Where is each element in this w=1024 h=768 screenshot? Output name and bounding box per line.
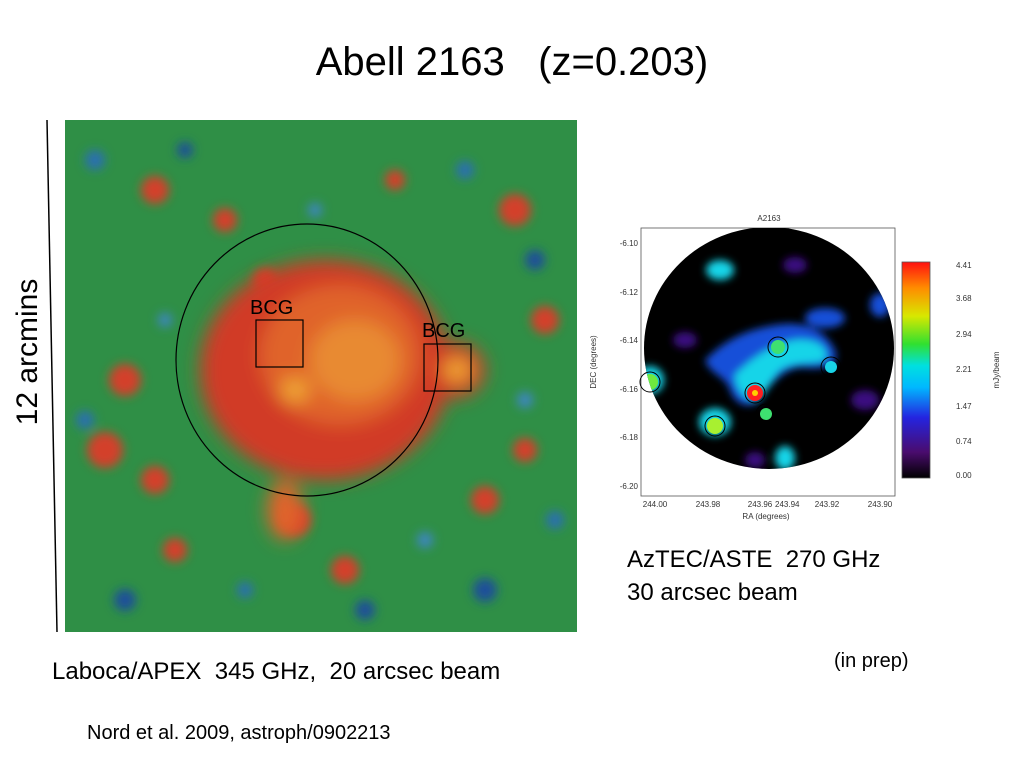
cbar-tick-2: 2.94	[956, 330, 972, 339]
scale-bar	[46, 119, 58, 633]
laboca-map-image	[65, 120, 577, 632]
x-tick-2: 243.96	[748, 500, 773, 509]
x-tick-3-visible: 243.94	[775, 500, 800, 509]
x-tick-4: 243.92	[815, 500, 840, 509]
x-tick-1: 243.98	[696, 500, 721, 509]
bcg-label-1: BCG	[250, 297, 294, 319]
aztec-colorbar-ticks: 4.41 3.68 2.94 2.21 1.47 0.74 0.00	[956, 261, 972, 480]
aztec-caption-line1: AzTEC/ASTE 270 GHz	[627, 546, 881, 573]
cbar-tick-6: 0.00	[956, 471, 972, 480]
y-tick-0: -6.10	[620, 239, 639, 248]
aztec-source-5	[707, 418, 723, 434]
y-tick-2: -6.14	[620, 336, 639, 345]
y-tick-5: -6.20	[620, 482, 639, 491]
x-tick-5: 243.90	[868, 500, 893, 509]
aztec-xlabel: RA (degrees)	[742, 512, 789, 521]
y-tick-3: -6.16	[620, 385, 639, 394]
aztec-y-ticks: -6.10 -6.12 -6.14 -6.16 -6.18 -6.20	[620, 239, 639, 491]
scale-label: 12 arcmins	[11, 278, 44, 426]
aztec-source-markers	[639, 336, 842, 437]
aztec-ylabel: DEC (degrees)	[589, 335, 598, 389]
aztec-colorbar	[901, 261, 931, 479]
cbar-tick-5: 0.74	[956, 437, 972, 446]
laboca-caption: Laboca/APEX 345 GHz, 20 arcsec beam	[52, 658, 501, 685]
cbar-tick-0: 4.41	[956, 261, 972, 270]
aztec-source-2	[771, 340, 785, 354]
aztec-map-image	[644, 228, 894, 469]
bcg-box-1	[255, 319, 304, 368]
slide-title: Abell 2163 (z=0.203)	[315, 40, 709, 84]
y-tick-1: -6.12	[620, 288, 639, 297]
cbar-tick-3: 2.21	[956, 365, 972, 374]
aztec-x-ticks: 244.00 243.98 243.96 243.94	[643, 500, 773, 509]
in-prep-note: (in prep)	[834, 650, 909, 672]
aztec-colorbar-label: mJy/beam	[992, 351, 1001, 388]
x-tick-0: 244.00	[643, 500, 668, 509]
aztec-map-plot: A2163 -6.1	[589, 214, 1001, 521]
y-tick-4: -6.18	[620, 433, 639, 442]
bcg-label-2: BCG	[422, 320, 466, 342]
bcg-box-2	[423, 343, 472, 392]
laboca-cluster-emission	[200, 260, 485, 540]
aztec-source-4	[760, 408, 772, 420]
aztec-source-6	[825, 361, 837, 373]
aztec-caption-line2: 30 arcsec beam	[627, 579, 798, 606]
aztec-plot-title: A2163	[757, 214, 781, 223]
cbar-tick-1: 3.68	[956, 294, 972, 303]
cbar-tick-4: 1.47	[956, 402, 972, 411]
cluster-circle	[175, 223, 439, 497]
reference-citation: Nord et al. 2009, astroph/0902213	[87, 722, 391, 744]
